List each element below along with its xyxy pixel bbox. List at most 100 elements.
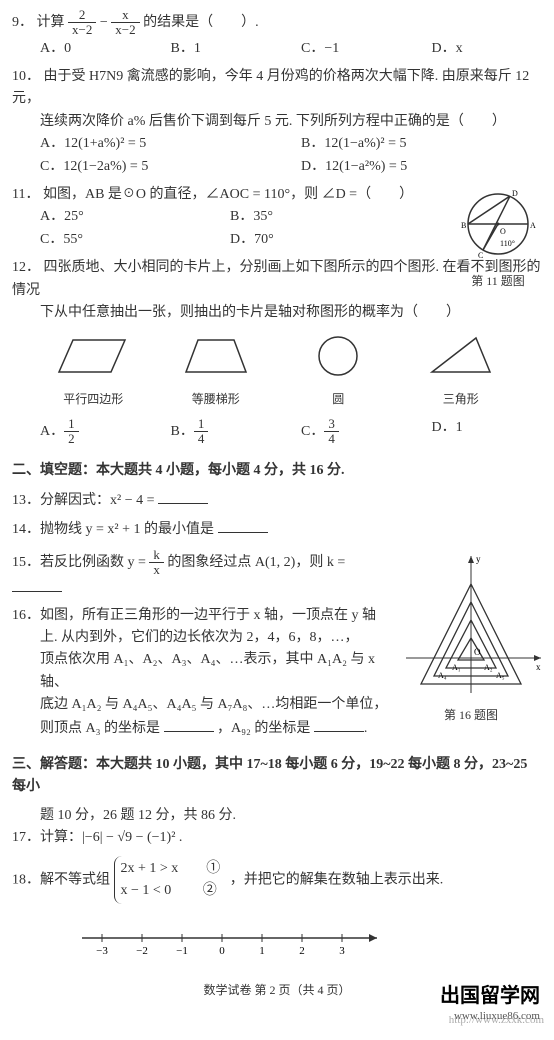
question-13: 13．分解因式：x² − 4 = bbox=[12, 489, 542, 512]
s3-label: 圆 bbox=[293, 390, 383, 409]
q9-num: 9． bbox=[12, 15, 33, 30]
parallelogram-icon bbox=[53, 332, 133, 377]
watermark: http://www.zxxk.com bbox=[449, 1012, 544, 1030]
q13-blank bbox=[158, 489, 208, 504]
q9-stem-a: 计算 bbox=[37, 15, 69, 30]
q10-num: 10． bbox=[12, 69, 40, 84]
q12-shapes: 平行四边形 等腰梯形 圆 三角形 bbox=[12, 324, 542, 417]
question-11: O B A D C 110° 第 11 题图 11． 如图，AB 是☉O 的直径… bbox=[12, 184, 542, 251]
q11-num: 11． bbox=[12, 187, 39, 202]
q12-choices: A．12 B．14 C．34 D．1 bbox=[12, 417, 542, 447]
svg-text:A₅: A₅ bbox=[496, 671, 505, 680]
q9-C: C．−1 bbox=[301, 38, 412, 60]
q13-stem: 13．分解因式：x² − 4 = bbox=[12, 493, 158, 508]
trapezoid: 等腰梯形 bbox=[171, 332, 261, 409]
parallelogram: 平行四边形 bbox=[48, 332, 138, 409]
q15-b: 的图象经过点 A(1, 2)，则 k = bbox=[167, 555, 345, 570]
q11-B: B．35° bbox=[230, 206, 400, 228]
svg-text:2: 2 bbox=[299, 945, 305, 957]
brand-logo: 出国留学网 bbox=[440, 980, 540, 1012]
triangle-icon bbox=[426, 332, 496, 377]
section-3-head2: 题 10 分，26 题 12 分，共 86 分. bbox=[12, 805, 542, 827]
q18-sys1: 2x + 1 > x ① bbox=[121, 858, 221, 880]
q12-l1: 四张质地、大小相同的卡片上，分别画上如下图所示的四个图形. 在看不到图形的情况 bbox=[12, 260, 541, 297]
nested-triangles-icon: O x y A₁ A₂ A₄ A₅ bbox=[396, 548, 546, 698]
q16-l5: 则顶点 A₃ 的坐标是 ，A₉₂ 的坐标是 . bbox=[12, 717, 392, 740]
question-12: 12． 四张质地、大小相同的卡片上，分别画上如下图所示的四个图形. 在看不到图形… bbox=[12, 257, 542, 446]
q14-stem: 14．抛物线 y = x² + 1 的最小值是 bbox=[12, 522, 218, 537]
svg-text:A: A bbox=[530, 221, 536, 230]
q9-B: B．1 bbox=[171, 38, 282, 60]
q11-A: A．25° bbox=[40, 206, 210, 228]
q10-B: B．12(1−a%)² = 5 bbox=[301, 133, 542, 155]
svg-text:A₄: A₄ bbox=[438, 671, 447, 680]
svg-text:x: x bbox=[536, 662, 541, 672]
q10-A: A．12(1+a%)² = 5 bbox=[40, 133, 281, 155]
question-18: 18．解不等式组 2x + 1 > x ① x − 1 < 0 ② ，并把它的解… bbox=[12, 856, 542, 905]
q9-frac2: xx−2 bbox=[111, 8, 139, 38]
svg-text:A₂: A₂ bbox=[484, 663, 493, 672]
question-15-16-block: O x y A₁ A₂ A₄ A₅ 第 16 题图 15．若反比例函数 y = … bbox=[12, 548, 542, 740]
q12-l2: 下从中任意抽出一张，则抽出的卡片是轴对称图形的概率为（ ） bbox=[12, 302, 542, 324]
section-3-head: 三、解答题：本大题共 10 小题，其中 17~18 每小题 6 分，19~22 … bbox=[12, 754, 542, 799]
q12-A: A．12 bbox=[40, 417, 151, 447]
circle-icon bbox=[308, 332, 368, 377]
svg-text:−3: −3 bbox=[96, 945, 108, 957]
q11-stem: 如图，AB 是☉O 的直径，∠AOC = 110°，则 ∠D =（ ） bbox=[43, 187, 413, 202]
number-line-icon: −3 −2 −1 0 1 2 3 bbox=[72, 918, 392, 958]
q12-C: C．34 bbox=[301, 417, 412, 447]
q18-b: ，并把它的解集在数轴上表示出来. bbox=[230, 872, 444, 887]
q9-choices: A．0 B．1 C．−1 D．x bbox=[12, 38, 542, 60]
q15-a: 15．若反比例函数 y = bbox=[12, 555, 149, 570]
q12-D: D．1 bbox=[432, 417, 543, 447]
q18-a: 18．解不等式组 bbox=[12, 872, 114, 887]
q16-l2: 上. 从内到外，它们的边长依次为 2，4，6，8，…， bbox=[12, 627, 392, 649]
question-14: 14．抛物线 y = x² + 1 的最小值是 bbox=[12, 518, 542, 541]
svg-text:A₁: A₁ bbox=[452, 663, 461, 672]
svg-text:D: D bbox=[512, 189, 518, 198]
q11-C: C．55° bbox=[40, 229, 210, 251]
q12-num: 12． bbox=[12, 260, 40, 275]
q11-D: D．70° bbox=[230, 229, 400, 251]
q16-l4: 底边 A₁A₂ 与 A₄A₅、A₄A₅ 与 A₇A₈、…均相距一个单位， bbox=[12, 694, 392, 716]
q9-A: A．0 bbox=[40, 38, 151, 60]
question-10: 10． 由于受 H7N9 禽流感的影响，今年 4 月份鸡的价格两次大幅下降. 由… bbox=[12, 66, 542, 178]
svg-text:B: B bbox=[461, 221, 466, 230]
q10-l2: 连续两次降价 a% 后售价下调到每斤 5 元. 下列所列方程中正确的是（ ） bbox=[12, 111, 542, 133]
section-2-head: 二、填空题：本大题共 4 小题，每小题 4 分，共 16 分. bbox=[12, 460, 542, 482]
q14-blank bbox=[218, 518, 268, 533]
q9-D: D．x bbox=[432, 38, 543, 60]
svg-text:O: O bbox=[474, 647, 481, 657]
q15-frac: kx bbox=[149, 548, 164, 578]
s4-label: 三角形 bbox=[416, 390, 506, 409]
question-16: 16．如图，所有正三角形的一边平行于 x 轴，一顶点在 y 轴 上. 从内到外，… bbox=[12, 605, 392, 740]
svg-text:1: 1 bbox=[259, 945, 265, 957]
s1-label: 平行四边形 bbox=[48, 390, 138, 409]
svg-text:3: 3 bbox=[339, 945, 345, 957]
exam-page: 9． 计算 2x−2 − xx−2 的结果是（ ）. A．0 B．1 C．−1 … bbox=[0, 0, 554, 1040]
q9-frac1: 2x−2 bbox=[68, 8, 96, 38]
q12-B: B．14 bbox=[171, 417, 282, 447]
q10-l1: 由于受 H7N9 禽流感的影响，今年 4 月份鸡的价格两次大幅下降. 由原来每斤… bbox=[12, 69, 529, 106]
q10-D: D．12(1−a²%) = 5 bbox=[301, 156, 542, 178]
number-line: −3 −2 −1 0 1 2 3 bbox=[12, 910, 542, 970]
circle-diagram-icon: O B A D C 110° bbox=[458, 184, 538, 264]
q16-caption: 第 16 题图 bbox=[396, 706, 546, 725]
q18-system: 2x + 1 > x ① x − 1 < 0 ② bbox=[114, 856, 227, 905]
s2-label: 等腰梯形 bbox=[171, 390, 261, 409]
q18-sys2: x − 1 < 0 ② bbox=[121, 880, 221, 902]
svg-text:0: 0 bbox=[219, 945, 225, 957]
q16-l3: 顶点依次用 A₁、A₂、A₃、A₄、…表示，其中 A₁A₂ 与 x 轴、 bbox=[12, 649, 392, 694]
q10-C: C．12(1−2a%) = 5 bbox=[40, 156, 281, 178]
q9-stem-b: 的结果是（ ）. bbox=[143, 15, 259, 30]
svg-text:O: O bbox=[500, 227, 506, 236]
svg-text:−2: −2 bbox=[136, 945, 148, 957]
q16-blank2 bbox=[314, 717, 364, 732]
svg-text:110°: 110° bbox=[500, 239, 515, 248]
q16-l1: 16．如图，所有正三角形的一边平行于 x 轴，一顶点在 y 轴 bbox=[12, 605, 392, 627]
q16-figure: O x y A₁ A₂ A₄ A₅ 第 16 题图 bbox=[396, 548, 546, 726]
q9-minus: − bbox=[100, 15, 111, 30]
circle: 圆 bbox=[293, 332, 383, 409]
question-15: 15．若反比例函数 y = kx 的图象经过点 A(1, 2)，则 k = bbox=[12, 548, 392, 601]
triangle: 三角形 bbox=[416, 332, 506, 409]
